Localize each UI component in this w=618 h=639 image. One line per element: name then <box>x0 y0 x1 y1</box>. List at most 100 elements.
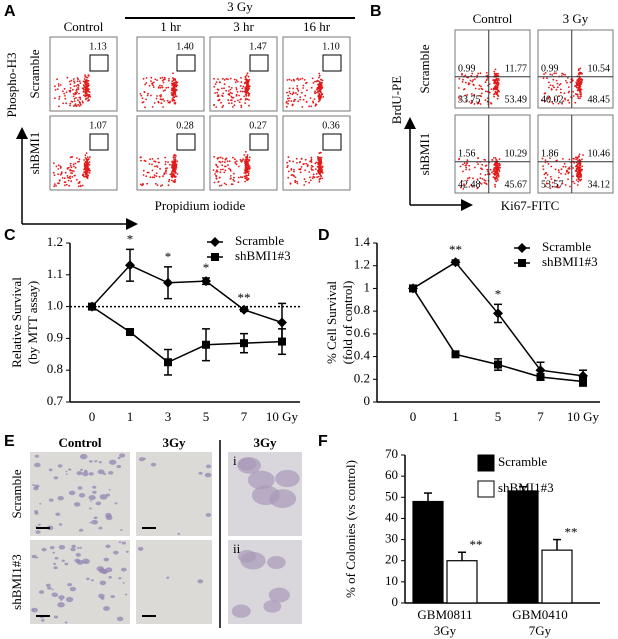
cell-dot <box>162 81 165 84</box>
cell-blob <box>105 493 111 497</box>
cell-dot <box>69 162 72 165</box>
cell-dot <box>573 157 575 160</box>
cell-dot <box>553 86 555 89</box>
plot-frame <box>537 29 614 109</box>
cell-dot <box>291 173 294 176</box>
cell-dot <box>78 158 81 161</box>
cell-dot <box>161 184 164 187</box>
cell-dot <box>169 173 172 176</box>
cell-dot <box>466 179 469 182</box>
cell-dot <box>60 171 63 174</box>
inset-label: ii <box>233 541 241 556</box>
cell-dot <box>220 168 222 171</box>
cell-dot <box>68 184 71 187</box>
cell-dot <box>551 181 554 184</box>
cell-dot <box>146 171 149 174</box>
cell-dot <box>491 159 493 161</box>
cell-blob <box>54 556 59 560</box>
cell-dot <box>246 72 249 75</box>
gate <box>176 133 196 151</box>
cell-dot <box>558 84 561 86</box>
cell-blob <box>118 541 122 544</box>
cell-dot <box>555 72 557 75</box>
cell-dot <box>549 175 552 178</box>
cell-dot <box>580 93 582 96</box>
cell-dot <box>143 159 146 162</box>
cell-blob <box>86 577 90 581</box>
cell-dot <box>171 99 174 102</box>
cell-dot <box>550 165 553 168</box>
x-tick-sublabel: 7Gy <box>529 623 552 638</box>
cell-dot <box>74 91 77 94</box>
marker <box>518 259 526 267</box>
cell-dot <box>293 170 295 173</box>
cell-dot <box>222 104 225 107</box>
cell-dot <box>559 88 562 91</box>
cell-dot <box>490 102 493 105</box>
legend-swatch <box>477 480 495 498</box>
quadrant-value: 1.56 <box>458 148 476 159</box>
cell-dot <box>83 88 86 91</box>
cell-dot <box>221 164 224 167</box>
cell-dot <box>85 170 87 173</box>
x-axis-label: Ki67-FITC <box>501 198 560 213</box>
cell-dot <box>245 74 248 77</box>
quadrant-value: 34.12 <box>588 179 611 190</box>
cell-dot <box>476 74 479 77</box>
x-tick-label: 3 <box>165 409 172 424</box>
cell-dot <box>242 158 245 161</box>
cell-dot <box>175 163 178 166</box>
y-axis-label: Relative Survival <box>9 277 24 368</box>
cell-dot <box>57 168 60 170</box>
cell-dot <box>568 171 570 174</box>
marker <box>450 257 461 268</box>
cell-dot <box>74 166 77 169</box>
cell-dot <box>562 100 565 102</box>
cell-dot <box>287 170 290 173</box>
cell-blob <box>61 559 65 563</box>
cell-dot <box>148 84 151 87</box>
cell-dot <box>498 158 501 161</box>
cell-dot <box>239 98 242 101</box>
cell-blob <box>67 582 73 587</box>
cell-blob <box>31 609 34 611</box>
cell-dot <box>559 83 562 85</box>
cell-dot <box>478 84 481 87</box>
cell-dot <box>296 93 299 96</box>
cell-blob <box>92 490 97 494</box>
cell-dot <box>458 158 460 161</box>
cell-dot <box>223 79 226 81</box>
cell-dot <box>318 72 321 75</box>
cell-dot <box>241 87 244 90</box>
cell-dot <box>53 174 56 177</box>
cell-dot <box>85 161 88 164</box>
cell-blob <box>31 554 37 559</box>
cell-blob <box>76 471 83 476</box>
cell-blob <box>120 528 123 531</box>
cell-dot <box>159 86 162 89</box>
plot-frame <box>209 36 278 112</box>
cell-dot <box>493 167 495 170</box>
cell-dot <box>557 102 560 105</box>
cell-dot <box>141 184 143 187</box>
cell-dot <box>84 74 86 76</box>
cell-dot <box>161 86 164 89</box>
cell-dot <box>551 101 553 103</box>
cell-dot <box>462 170 464 173</box>
cell-dot <box>462 163 464 166</box>
cell-dot <box>234 161 237 164</box>
cell-dot <box>85 76 88 79</box>
cell-dot <box>87 82 90 85</box>
cell-dot <box>318 158 321 161</box>
cell-dot <box>63 177 66 180</box>
cell-dot <box>302 98 305 101</box>
cell-dot <box>497 77 500 80</box>
cell-dot <box>86 90 89 92</box>
cell-blob <box>269 489 297 508</box>
cell-dot <box>577 180 580 183</box>
cell-blob <box>84 561 88 563</box>
cell-dot <box>312 169 314 171</box>
cell-dot <box>572 95 575 97</box>
cell-dot <box>85 80 88 83</box>
cell-dot <box>87 100 89 102</box>
